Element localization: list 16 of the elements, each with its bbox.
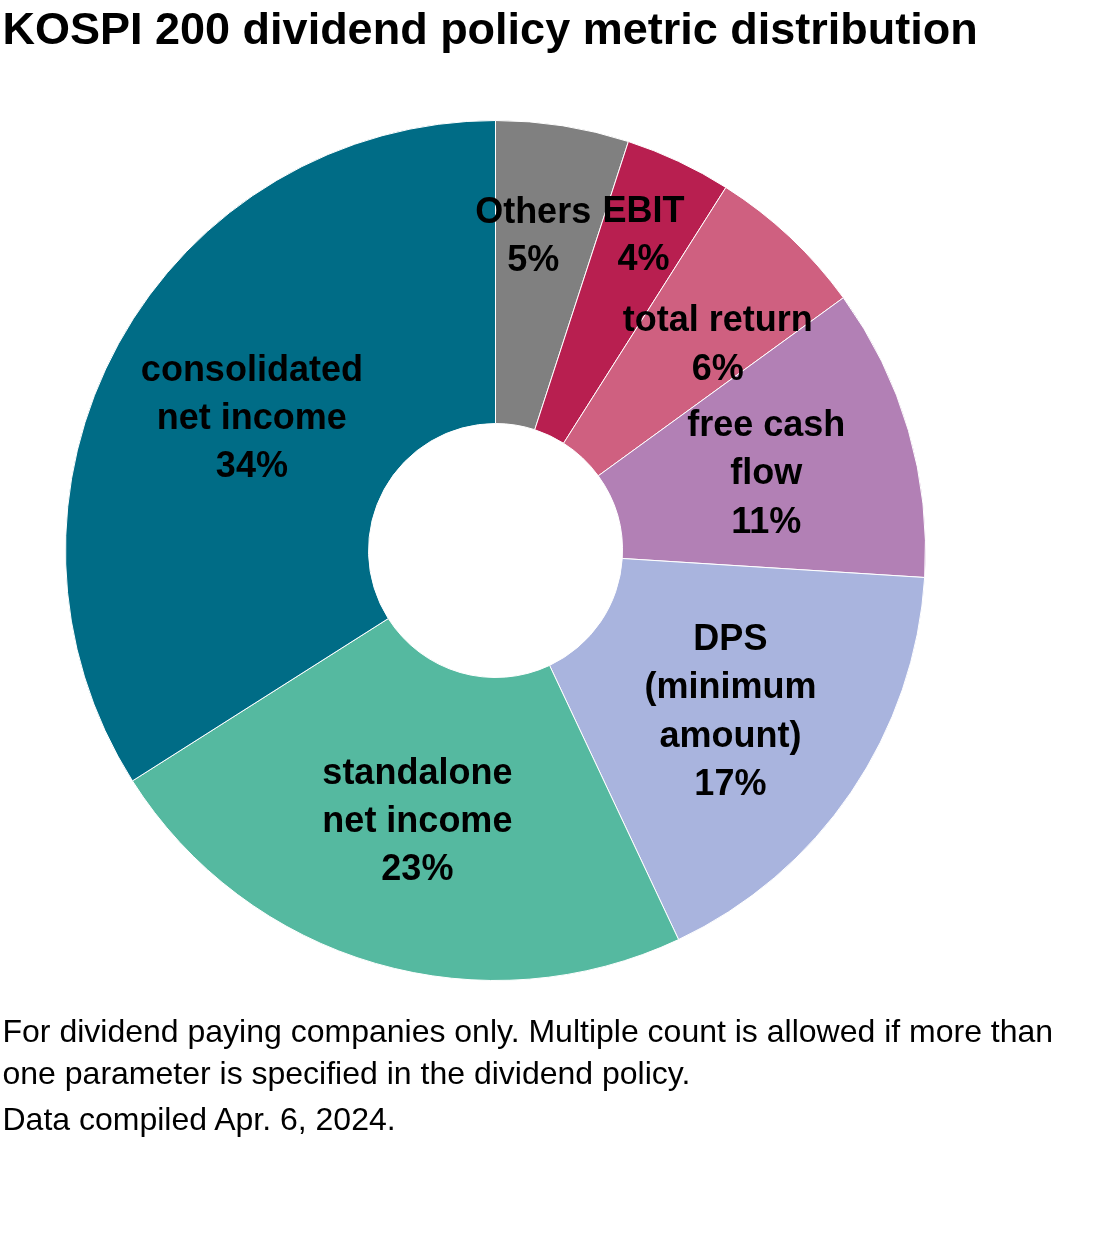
text: Data compiled Apr. 6, 2024. [2,1100,396,1137]
slice-label: EBIT [602,188,685,230]
data-label: 6% [691,346,744,388]
slice-label: DPS (minimum amount) [644,617,817,755]
slice-label: free cash flow [687,402,846,493]
data-label: 34% [215,444,288,486]
text: For dividend paying companies only. Multiple count is allowed if more than one parameter is specified in the dividend policy. [2,1012,1054,1092]
slice-label: consolidated net income [140,347,363,438]
slice-label: total return [622,298,813,340]
chart-title: KOSPI 200 dividend policy metric distribution [2,3,978,54]
data-label: 4% [617,236,670,278]
data-label: 17% [694,762,767,804]
slice-label: standalone net income [322,750,513,840]
data-label: 11% [731,499,802,541]
data-label: 5% [507,238,560,280]
data-label: 23% [381,847,454,889]
